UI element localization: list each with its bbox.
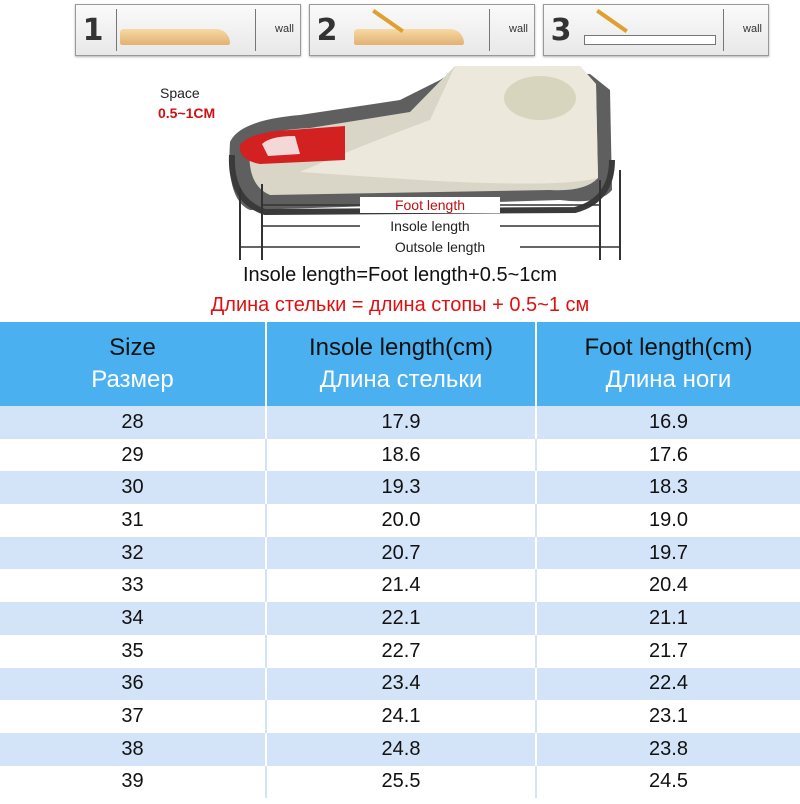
- table-row: 38 24.8 23.8: [0, 732, 800, 766]
- shoe-diagram: Space 0.5~1CM Foot length Insole length …: [158, 66, 621, 260]
- space-label: Space: [160, 85, 200, 101]
- table-body: 28 17.9 16.9 29 18.6 17.6 30 19.3 18.3 31 20.0 1…: [0, 406, 800, 799]
- space-value: 0.5~1CM: [158, 105, 215, 121]
- table-row: 35 22.7 21.7: [0, 634, 800, 668]
- table-row: 37 24.1 23.1: [0, 700, 800, 733]
- header-size: Size Размер: [0, 322, 266, 406]
- table-row: 28 17.9 16.9: [0, 406, 800, 439]
- outsole-length-label: Outsole length: [395, 239, 485, 255]
- size-table: Size Размер Insole length(cm) Длина стел…: [0, 322, 800, 799]
- wall-label: wall: [743, 23, 762, 35]
- formula-english: Insole length=Foot length+0.5~1cm: [242, 264, 558, 286]
- table-row: 34 22.1 21.1: [0, 602, 800, 635]
- table-header-row: Size Размер Insole length(cm) Длина стел…: [0, 322, 800, 406]
- pencil-icon: [596, 9, 628, 33]
- foot-length-label: Foot length: [395, 197, 465, 213]
- table-row: 31 20.0 19.0: [0, 504, 800, 537]
- header-insole-length: Insole length(cm) Длина стельки: [265, 322, 536, 406]
- foot-icon: [354, 29, 464, 45]
- foot-icon: [120, 29, 230, 45]
- table-row: 30 19.3 18.3: [0, 471, 800, 505]
- ruler-icon: [584, 35, 716, 45]
- wall-line: [255, 9, 256, 51]
- wall-label: wall: [509, 23, 528, 35]
- wall-label: wall: [275, 23, 294, 35]
- wall-line: [489, 9, 490, 51]
- table-row: 29 18.6 17.6: [0, 438, 800, 472]
- measurement-steps: 1 wall 2 wall 3 wall: [75, 4, 769, 56]
- ruler-line: [116, 9, 117, 51]
- step-number: 2: [316, 12, 338, 48]
- table-row: 32 20.7 19.7: [0, 536, 800, 570]
- formula-russian: Длина стельки = длина стопы + 0.5~1 см: [210, 294, 590, 316]
- table-row: 36 23.4 22.4: [0, 667, 800, 701]
- wall-line: [723, 9, 724, 51]
- table-row: 33 21.4 20.4: [0, 569, 800, 603]
- shoe-icon: [228, 66, 615, 216]
- insole-length-label: Insole length: [390, 218, 469, 234]
- step-3-panel: 3 wall: [543, 4, 769, 56]
- header-foot-length: Foot length(cm) Длина ноги: [535, 322, 800, 406]
- step-number: 1: [82, 12, 104, 48]
- step-2-panel: 2 wall: [309, 4, 535, 56]
- step-number: 3: [550, 12, 572, 48]
- table-row: 39 25.5 24.5: [0, 765, 800, 799]
- step-1-panel: 1 wall: [75, 4, 301, 56]
